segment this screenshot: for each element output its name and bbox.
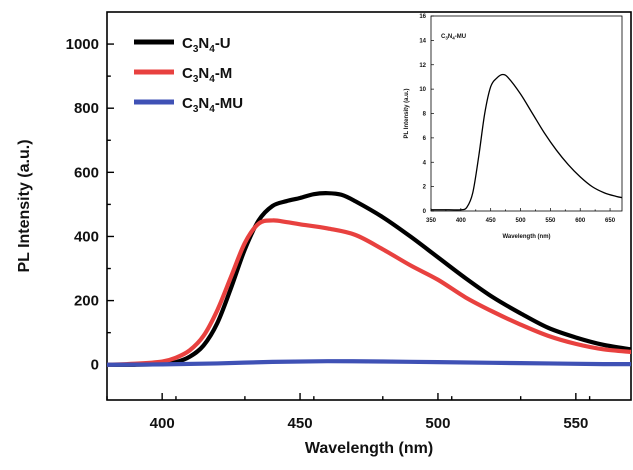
main-legend-label-part-0: C	[182, 65, 193, 82]
main-y-tick-label: 800	[74, 100, 99, 117]
inset-x-tick-label: 650	[605, 218, 616, 224]
inset-y-tick-label: 12	[419, 63, 426, 69]
main-legend-label-part-0: C	[182, 35, 193, 52]
main-legend-label-part-1: 3	[193, 74, 199, 85]
main-legend-label-part-2: N	[198, 95, 209, 112]
main-y-tick-label: 600	[74, 164, 99, 181]
main-x-axis-title: Wavelength (nm)	[305, 440, 433, 457]
main-x-tick-label: 500	[425, 415, 450, 432]
main-legend-label-part-0: C	[182, 95, 193, 112]
inset-y-tick-label: 16	[419, 14, 426, 20]
main-legend-label-part-1: 3	[193, 104, 199, 115]
main-series-line-c3n4-mu	[107, 359, 631, 367]
main-y-tick-label: 0	[91, 357, 99, 374]
main-y-axis-title: PL Intensity (a.u.)	[16, 139, 33, 272]
main-legend-label-part-3: 4	[209, 74, 215, 85]
main-legend-label-part-4: -MU	[215, 95, 243, 112]
main-x-tick-label: 400	[150, 415, 175, 432]
inset-legend-label-part-4: -MU	[455, 34, 466, 40]
inset-y-tick-label: 2	[423, 185, 427, 191]
main-legend-label-part-3: 4	[209, 44, 215, 55]
main-legend-label-part-3: 4	[209, 104, 215, 115]
inset-x-tick-label: 400	[456, 218, 467, 224]
inset-x-tick-label: 350	[426, 218, 437, 224]
inset-y-tick-label: 10	[419, 87, 426, 93]
main-x-tick-label: 550	[563, 415, 588, 432]
inset-series-line-c3n4-mu	[431, 73, 622, 211]
inset-x-axis-title: Wavelength (nm)	[502, 234, 550, 240]
main-legend-label-part-4: -M	[215, 65, 233, 82]
inset-x-tick-label: 550	[545, 218, 556, 224]
main-y-tick-label: 200	[74, 293, 99, 310]
main-series-line-c3n4-u	[107, 191, 631, 367]
main-y-tick-label: 1000	[66, 36, 99, 53]
main-legend-label: C3N4-MU	[182, 95, 243, 115]
main-legend-label: C3N4-M	[182, 65, 232, 85]
main-legend-label: C3N4-U	[182, 35, 231, 55]
inset-legend-label-part-3: 4	[452, 36, 455, 41]
inset-legend-label-part-1: 3	[445, 36, 448, 41]
inset-legend-label: C3N4-MU	[441, 34, 466, 41]
inset-x-tick-label: 600	[575, 218, 586, 224]
main-legend-label-part-2: N	[198, 65, 209, 82]
inset-y-tick-label: 6	[423, 136, 427, 142]
main-plot: 400 450 500 550 0 200 400 600 800 1000 Wavelength …	[16, 11, 632, 457]
main-legend-label-part-4: -U	[215, 35, 231, 52]
inset-plot: 350 400 450 500 550 600 650 0 2 4 6 8 10 12 14 16 Wavele…	[404, 14, 623, 240]
inset-plot-frame	[430, 15, 623, 212]
inset-y-tick-label: 0	[423, 209, 427, 215]
main-y-tick-label: 400	[74, 228, 99, 245]
inset-legend-label-part-2: N	[448, 34, 452, 40]
inset-x-tick-label: 500	[516, 218, 527, 224]
inset-y-tick-label: 8	[423, 112, 427, 118]
main-plot-frame	[106, 11, 632, 401]
main-legend-label-part-1: 3	[193, 44, 199, 55]
inset-legend-label-part-0: C	[441, 34, 446, 40]
inset-y-tick-label: 14	[419, 38, 426, 44]
main-series-line-c3n4-m	[107, 218, 631, 367]
inset-y-tick-label: 4	[423, 160, 427, 166]
inset-x-tick-label: 450	[486, 218, 497, 224]
main-legend-label-part-2: N	[198, 35, 209, 52]
main-x-tick-label: 450	[288, 415, 313, 432]
inset-y-axis-title: PL Intensity (a.u.)	[404, 89, 410, 139]
